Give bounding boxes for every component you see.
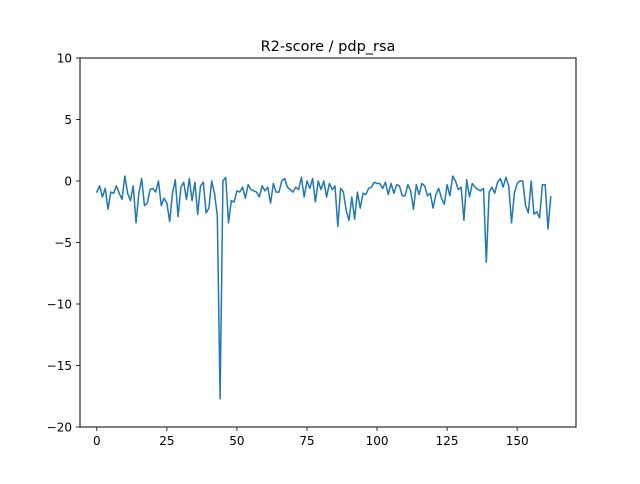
- y-tick-label: 0: [64, 175, 72, 189]
- x-tick-label: 75: [299, 434, 314, 448]
- x-tick-label: 50: [229, 434, 244, 448]
- x-tick-label: 100: [366, 434, 389, 448]
- x-tick-label: 0: [93, 434, 101, 448]
- y-tick-label: −20: [47, 421, 72, 435]
- plot-area: [95, 175, 552, 400]
- y-tick-label: −10: [47, 298, 72, 312]
- chart-title: R2-score / pdp_rsa: [261, 39, 396, 55]
- y-axis: 10 5 0 −5 −10 −15 −20: [47, 52, 80, 435]
- y-tick-label: 10: [57, 52, 72, 66]
- x-tick-label: 150: [506, 434, 529, 448]
- x-tick-label: 125: [436, 434, 459, 448]
- y-tick-label: −15: [47, 359, 72, 373]
- x-axis: 0 25 50 75 100 125 150: [93, 427, 529, 448]
- y-tick-label: 5: [64, 113, 72, 127]
- y-tick-label: −5: [54, 236, 72, 250]
- x-tick-label: 25: [159, 434, 174, 448]
- series-line-0: [95, 175, 552, 400]
